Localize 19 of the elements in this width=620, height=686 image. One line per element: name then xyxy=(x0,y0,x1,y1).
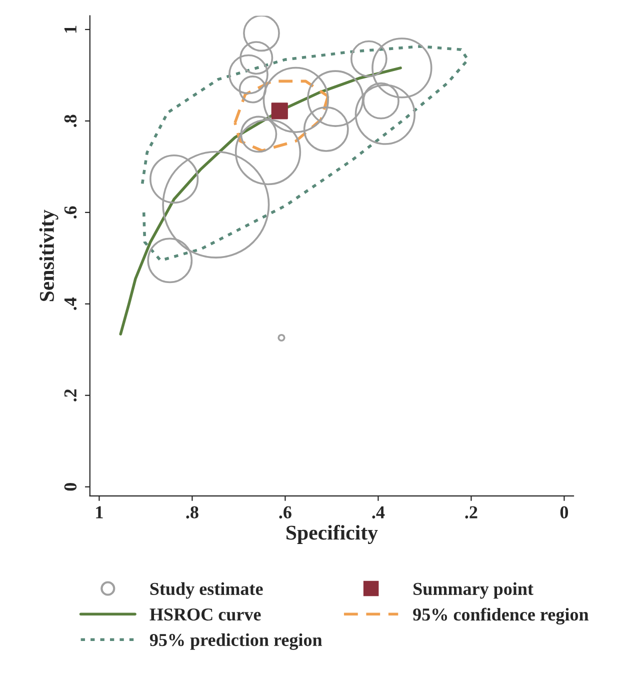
y-tick-label: 0 xyxy=(64,483,77,491)
x-tick-label: .2 xyxy=(465,506,478,518)
x-tick-label: .4 xyxy=(372,506,385,518)
y-tick-label: 1 xyxy=(64,26,76,33)
y-tick-label: .4 xyxy=(64,297,77,310)
legend-label: Study estimate xyxy=(150,582,263,599)
x-tick-label: .6 xyxy=(279,506,292,518)
x-axis-title: Specificity xyxy=(286,524,378,544)
x-tick-label: .8 xyxy=(186,506,198,518)
x-tick-label: 0 xyxy=(560,506,568,518)
y-axis-title: Sensitivity xyxy=(39,210,58,302)
y-tick-label: .6 xyxy=(64,206,77,218)
x-tick-label: 1 xyxy=(96,506,103,518)
legend-label: HSROC curve xyxy=(150,608,261,621)
legend-label: 95% confidence region xyxy=(413,608,589,624)
legend-label: 95% prediction region xyxy=(150,633,322,650)
y-tick-label: .8 xyxy=(64,114,77,127)
y-tick-label: .2 xyxy=(64,389,77,402)
legend-label: Summary point xyxy=(414,582,534,599)
